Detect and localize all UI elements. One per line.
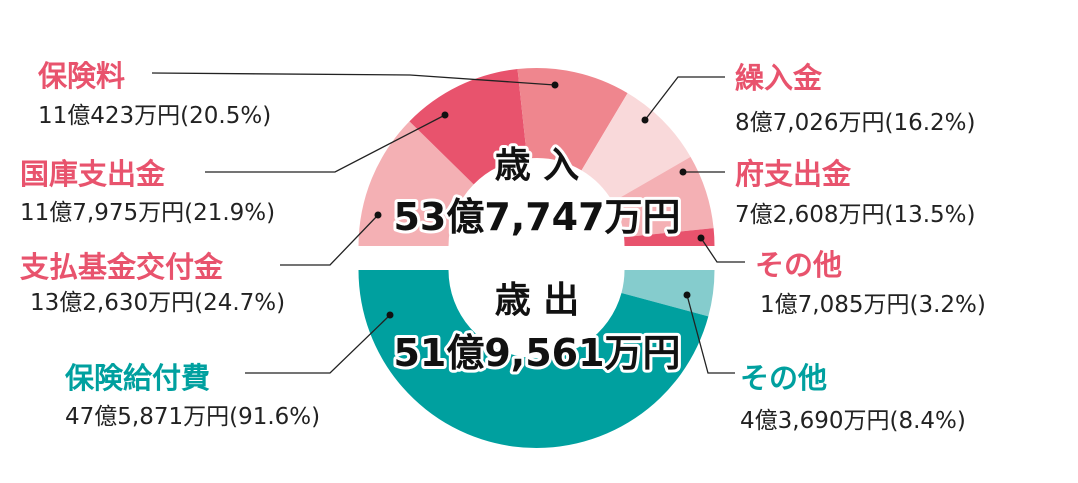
value-kurire: 8億7,026万円(16.2%) xyxy=(735,110,976,136)
donut-slice-0-3 xyxy=(581,93,691,202)
leader-line-kurire xyxy=(644,76,725,121)
value-exp-other: 4億3,690万円(8.4%) xyxy=(740,408,966,434)
value-shiharai: 13億2,630万円(24.7%) xyxy=(30,290,285,316)
leader-line-hokenryo xyxy=(151,72,556,86)
donut-slice-0-5 xyxy=(624,228,715,246)
leader-line-kokko xyxy=(205,114,446,173)
expenditure-total: 51億9,561万円 xyxy=(393,331,680,375)
label-fushishutsu: 府支出金 xyxy=(735,157,852,191)
donut-slice-1-0 xyxy=(621,270,715,317)
leader-line-rev-other xyxy=(700,237,745,263)
value-kokko: 11億7,975万円(21.9%) xyxy=(20,200,275,226)
leader-dot xyxy=(386,311,394,319)
leader-dot xyxy=(679,168,687,176)
expenditure-half-donut xyxy=(358,270,715,448)
label-kurire: 繰入金 xyxy=(735,61,823,95)
label-rev-other: その他 xyxy=(755,248,842,282)
leader-dot xyxy=(441,111,449,119)
leader-dots xyxy=(374,81,705,319)
donut-slice-1-1 xyxy=(358,270,709,448)
leader-line-shiharai xyxy=(280,214,379,266)
value-hoken-kyufu: 47億5,871万円(91.6%) xyxy=(65,404,320,430)
donut-slice-0-2 xyxy=(517,67,628,171)
label-kokko: 国庫支出金 xyxy=(20,157,166,191)
donut-slice-0-4 xyxy=(612,156,714,238)
label-exp-other: その他 xyxy=(740,361,827,395)
leader-dot xyxy=(374,211,382,219)
donut-slice-0-1 xyxy=(409,69,528,185)
leader-line-hoken-kyufu xyxy=(245,314,391,374)
revenue-half-donut xyxy=(358,67,715,246)
leader-line-exp-other xyxy=(686,294,735,374)
value-rev-other: 1億7,085万円(3.2%) xyxy=(760,292,986,318)
leader-dot xyxy=(697,234,705,242)
revenue-title: 歳 入 xyxy=(495,145,580,186)
value-fushishutsu: 7億2,608万円(13.5%) xyxy=(735,202,976,228)
label-hokenryo: 保険料 xyxy=(37,59,125,93)
donut-slice-0-0 xyxy=(358,121,474,246)
leader-dot xyxy=(683,291,691,299)
leader-lines xyxy=(151,72,745,374)
leader-dot xyxy=(641,116,649,124)
leader-dot xyxy=(551,81,559,89)
value-hokenryo: 11億423万円(20.5%) xyxy=(38,103,271,129)
revenue-total: 53億7,747万円 xyxy=(393,195,680,239)
label-shiharai: 支払基金交付金 xyxy=(20,250,224,284)
expenditure-title: 歳 出 xyxy=(495,280,580,321)
label-hoken-kyufu: 保険給付費 xyxy=(64,361,210,395)
